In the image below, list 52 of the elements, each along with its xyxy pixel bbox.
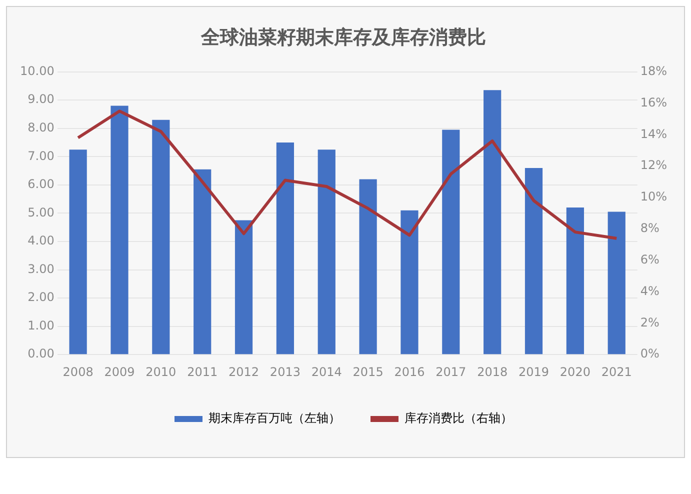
bar <box>110 106 128 354</box>
x-tick-label: 2014 <box>311 364 342 379</box>
bar <box>69 150 87 354</box>
y-tick-label: 2.00 <box>28 290 54 304</box>
y2-tick-label: 14% <box>640 126 667 141</box>
y-tick-label: 9.00 <box>28 92 54 106</box>
y-tick-label: 10.00 <box>20 64 54 78</box>
y2-tick-label: 6% <box>640 252 660 266</box>
x-tick-label: 2021 <box>601 364 632 379</box>
y-tick-label: 6.00 <box>28 177 54 192</box>
bar <box>400 210 418 354</box>
bar <box>524 168 543 354</box>
y-tick-label: 3.00 <box>28 262 54 276</box>
x-tick-label: 2020 <box>560 364 590 379</box>
x-tick-label: 2016 <box>394 364 425 379</box>
bar <box>194 169 212 354</box>
y2-tick-label: 2% <box>640 315 660 330</box>
y2-tick-label: 0% <box>640 346 660 361</box>
y2-tick-label: 12% <box>640 158 667 172</box>
x-tick-label: 2009 <box>104 364 135 379</box>
x-tick-label: 2018 <box>477 364 508 379</box>
y2-tick-label: 10% <box>640 190 667 204</box>
y-tick-label: 8.00 <box>28 120 54 134</box>
y-tick-label: 7.00 <box>28 148 54 163</box>
x-tick-label: 2017 <box>436 364 466 379</box>
bar <box>484 90 502 354</box>
y-tick-label: 0.00 <box>28 346 54 361</box>
x-tick-label: 2010 <box>146 364 176 379</box>
x-tick-label: 2008 <box>62 364 94 379</box>
bar <box>318 150 336 354</box>
bar <box>359 179 377 354</box>
x-tick-label: 2012 <box>228 364 260 379</box>
legend-label: 库存消费比（右轴） <box>404 411 512 426</box>
bar <box>276 142 294 354</box>
bar <box>234 220 253 354</box>
legend-label: 期末库存百万吨（左轴） <box>208 411 340 426</box>
bar <box>442 130 460 354</box>
chart-title: 全球油菜籽期末库存及库存消费比 <box>200 26 486 48</box>
y2-tick-label: 18% <box>640 64 667 78</box>
bar <box>608 212 626 354</box>
x-tick-label: 2011 <box>187 364 218 379</box>
y2-tick-label: 8% <box>640 221 660 236</box>
x-tick-label: 2013 <box>270 364 300 379</box>
y-tick-label: 5.00 <box>28 205 54 220</box>
bar <box>566 208 584 354</box>
y-tick-label: 1.00 <box>28 318 54 332</box>
x-tick-label: 2015 <box>352 364 384 379</box>
bar <box>152 120 170 354</box>
y2-tick-label: 16% <box>640 95 667 110</box>
y2-tick-label: 4% <box>640 284 660 298</box>
y-tick-label: 4.00 <box>28 234 54 248</box>
x-tick-label: 2019 <box>518 364 550 379</box>
